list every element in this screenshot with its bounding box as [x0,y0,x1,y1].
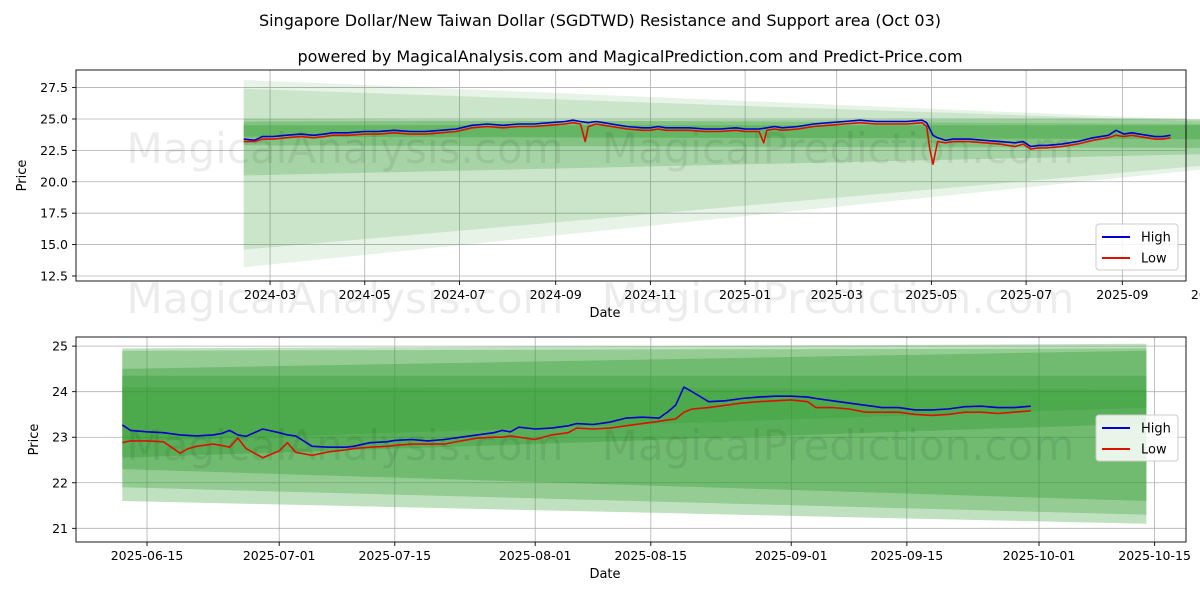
chart-subtitle: powered by MagicalAnalysis.com and Magic… [297,47,962,66]
x-tick-label: 2025-09-01 [755,548,828,563]
x-tick-label: 2025-05 [905,287,957,302]
y-tick-label: 21 [52,521,68,536]
watermark-text: MagicalAnalysis.com [127,274,564,323]
y-tick-label: 20.0 [40,174,68,189]
y-tick-label: 24 [52,384,68,399]
legend: High Low [1095,223,1179,271]
x-tick-label: 2025-03 [811,287,863,302]
band-area [122,348,1147,515]
y-axis-label: Price [15,160,30,192]
y-tick-label: 17.5 [40,206,68,221]
top-chart-panel: MagicalAnalysis.com MagicalPrediction.com… [15,69,1200,323]
watermark-text: MagicalPrediction.com [602,274,1075,323]
x-tick-label: 2025-01 [719,287,771,302]
support-resistance-bands [122,343,1147,524]
x-axis: 2025-06-15 2025-07-01 2025-07-15 2025-08-01… [111,542,1191,582]
watermark-text: MagicalPrediction.com [602,124,1075,173]
band-area [243,125,1200,140]
band-area [122,343,1147,524]
axes-frame [75,336,1187,543]
x-tick-label: 2025-07-15 [358,548,431,563]
x-tick-label: 2025-07-01 [243,548,316,563]
legend-label-high: High [1141,231,1171,246]
x-axis-label: Date [589,567,620,582]
band-area [122,387,1147,442]
y-tick-label: 12.5 [40,268,68,283]
grid [76,70,1186,281]
x-tick-label: 2025-08-15 [614,548,687,563]
bottom-chart-panel: MagicalAnalysis.com MagicalPrediction.com… [27,336,1191,582]
x-tick-label: 2025-10-01 [1003,548,1076,563]
x-tick-label: 2025-08-01 [499,548,572,563]
y-axis: 21 22 23 24 25 Price [27,339,76,536]
series-line-low [243,121,1171,165]
watermark-text: MagicalAnalysis.com [127,124,564,173]
y-tick-label: 27.5 [40,80,68,95]
x-tick-label: 2025-10-15 [1118,548,1191,563]
y-tick-label: 22.5 [40,143,68,158]
x-tick-label: 2025-07 [1000,287,1052,302]
series-line-high [243,119,1171,148]
series-line-low [122,399,1031,459]
x-axis: 2024-03 2024-05 2024-07 2024-09 2024-11 2025-… [244,281,1200,321]
band-area [122,350,1147,501]
series-line-high [121,386,1031,448]
y-tick-label: 22 [52,475,68,490]
band-area [122,375,1147,458]
band-area [243,119,1200,176]
x-tick-label: 2024-09 [530,287,582,302]
grid [76,337,1186,542]
legend-label-low: Low [1141,443,1167,458]
y-tick-label: 25.0 [40,111,68,126]
watermark-text: MagicalAnalysis.com [127,421,564,470]
x-tick-label: 2024-03 [244,287,296,302]
y-tick-label: 23 [52,430,68,445]
y-tick-label: 15.0 [40,237,68,252]
legend-label-low: Low [1141,252,1167,267]
support-resistance-bands [243,80,1200,268]
x-tick-label: 2025-11 [1191,287,1200,302]
x-tick-label: 2024-11 [624,287,676,302]
legend-label-high: High [1141,422,1171,437]
x-tick-label: 2024-07 [433,287,485,302]
y-tick-label: 25 [52,339,68,354]
x-axis-label: Date [589,306,620,321]
x-tick-label: 2025-09 [1096,287,1148,302]
chart-title: Singapore Dollar/New Taiwan Dollar (SGDT… [259,11,941,30]
y-axis: 12.5 15.0 17.5 20.0 22.5 25.0 27.5 Price [15,80,76,283]
x-tick-label: 2024-05 [339,287,391,302]
y-axis-label: Price [27,424,42,456]
axes-frame [75,69,1187,282]
x-tick-label: 2025-09-15 [871,548,944,563]
legend: High Low [1095,414,1179,462]
x-tick-label: 2025-06-15 [111,548,184,563]
band-area [243,88,1200,250]
watermark-text: MagicalPrediction.com [602,421,1075,470]
